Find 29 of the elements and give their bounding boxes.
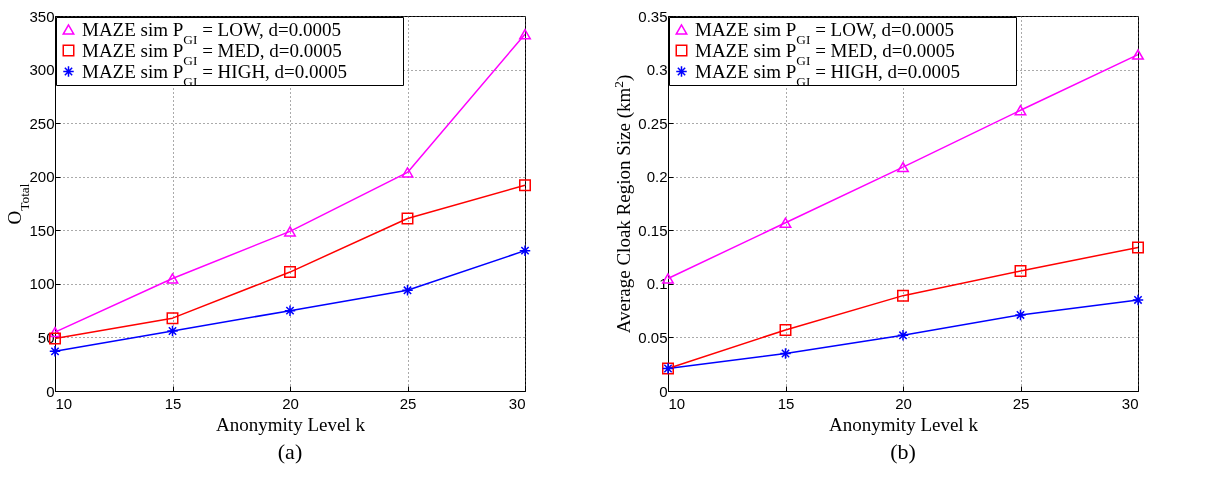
y-tick-label: 0 (659, 382, 668, 400)
x-tick-label: 15 (777, 394, 795, 412)
x-tick-label: 25 (399, 394, 417, 412)
x-tick-label: 25 (1012, 394, 1030, 412)
text: (a) (277, 439, 303, 464)
x-tick-label: 30 (508, 394, 526, 412)
y-tick-label: 0.15 (638, 221, 668, 239)
y-tick-label: 350 (29, 7, 55, 25)
text: (b) (890, 439, 916, 464)
y-tick-label: 0.2 (646, 168, 668, 186)
x-axis-title: Anonymity Level k (829, 413, 979, 435)
x-axis-title: Anonymity Level k (216, 413, 366, 435)
x-tick-label: 20 (895, 394, 912, 412)
y-tick-label: 0.25 (638, 114, 668, 132)
y-tick-label: 150 (29, 221, 55, 239)
y-tick-label: 200 (29, 168, 55, 186)
y-tick-label: 0.35 (638, 7, 668, 25)
y-tick-label: 0.3 (646, 61, 668, 79)
x-tick-label: 15 (164, 394, 182, 412)
y-tick-label: 0.05 (638, 328, 668, 346)
x-tick-label: 10 (668, 394, 686, 412)
y-tick-label: 0 (46, 382, 55, 400)
y-tick-label: 0.1 (646, 275, 668, 293)
y-tick-label: 100 (29, 275, 55, 293)
x-tick-label: 10 (55, 394, 73, 412)
x-tick-label: 20 (282, 394, 299, 412)
y-tick-label: 250 (29, 114, 55, 132)
x-tick-label: 30 (1121, 394, 1139, 412)
y-tick-label: 300 (29, 61, 55, 79)
